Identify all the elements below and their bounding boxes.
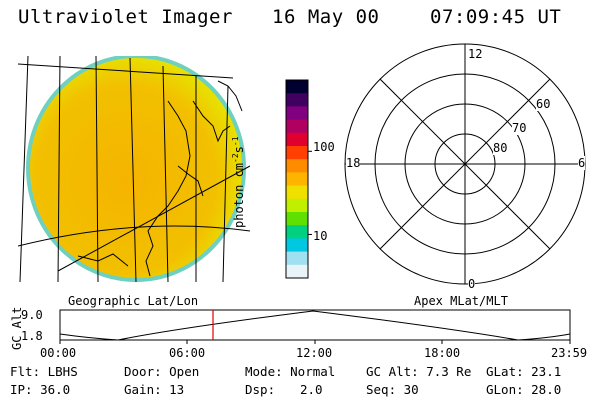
polar-lat-80: 80 bbox=[493, 141, 508, 155]
timeline-ytop: 9.0 bbox=[21, 308, 43, 322]
colorbar-band bbox=[286, 80, 308, 94]
info-dsp-label: Dsp: bbox=[245, 382, 276, 397]
colorbar-band bbox=[286, 172, 308, 187]
polar-lat-60: 60 bbox=[536, 97, 551, 111]
colorbar-band bbox=[286, 132, 308, 147]
geographic-label: Geographic Lat/Lon bbox=[68, 294, 199, 308]
polar-mlt-plot bbox=[344, 43, 586, 285]
timeline-tick-2: 12:00 bbox=[296, 346, 333, 360]
info-glon: GLon: 28.0 bbox=[486, 382, 562, 397]
timeline-tick-0: 00:00 bbox=[40, 346, 77, 360]
colorbar-band bbox=[286, 185, 308, 200]
colorbar-tick-10: 10 bbox=[313, 229, 328, 243]
colorbar-tick-100: 100 bbox=[313, 140, 335, 154]
info-gain: Gain: 13 bbox=[124, 382, 185, 397]
colorbar-band bbox=[286, 251, 308, 266]
time-label: 07:09:45 UT bbox=[430, 6, 562, 28]
colorbar-band bbox=[286, 225, 308, 239]
uv-image-panel bbox=[18, 56, 250, 282]
polar-label-18: 18 bbox=[346, 156, 361, 170]
colorbar-band bbox=[286, 119, 308, 134]
timeline-ybottom: 1.8 bbox=[21, 329, 43, 343]
info-seq: Seq: 30 bbox=[366, 382, 419, 397]
polar-label-12: 12 bbox=[468, 47, 483, 61]
lat-lon-grid bbox=[18, 56, 250, 282]
polar-label-6: 6 bbox=[578, 156, 586, 170]
info-mode: Mode: Normal bbox=[245, 364, 336, 379]
timeline-plot bbox=[59, 309, 571, 344]
timeline-tick-1: 06:00 bbox=[169, 346, 206, 360]
colorbar-band bbox=[286, 146, 308, 160]
colorbar-band bbox=[286, 264, 308, 279]
date-label: 16 May 00 bbox=[272, 6, 380, 28]
polar-lat-70: 70 bbox=[512, 121, 527, 135]
info-ip: IP: 36.0 bbox=[10, 382, 71, 397]
polar-label-0: 0 bbox=[468, 277, 476, 291]
colorbar-band bbox=[286, 238, 308, 253]
info-filter: Flt: LBHS bbox=[10, 364, 78, 379]
apex-label: Apex MLat/MLT bbox=[414, 294, 508, 308]
colorbar bbox=[285, 79, 312, 279]
coastline bbox=[77, 80, 243, 277]
info-gcalt: GC Alt: 7.3 Re bbox=[366, 364, 472, 379]
colorbar-unit: photon cm-2s-1 bbox=[231, 136, 246, 228]
colorbar-band bbox=[286, 106, 308, 121]
info-dsp-value: 2.0 bbox=[300, 382, 323, 397]
timeline-tick-3: 18:00 bbox=[424, 346, 461, 360]
colorbar-band bbox=[286, 93, 308, 107]
info-glat: GLat: 23.1 bbox=[486, 364, 562, 379]
colorbar-band bbox=[286, 212, 308, 226]
instrument-title: Ultraviolet Imager bbox=[18, 6, 233, 28]
uv-earth-disk bbox=[26, 56, 246, 282]
colorbar-band bbox=[286, 159, 308, 173]
timeline-tick-4: 23:59 bbox=[551, 346, 588, 360]
colorbar-band bbox=[286, 198, 308, 213]
info-door: Door: Open bbox=[124, 364, 200, 379]
